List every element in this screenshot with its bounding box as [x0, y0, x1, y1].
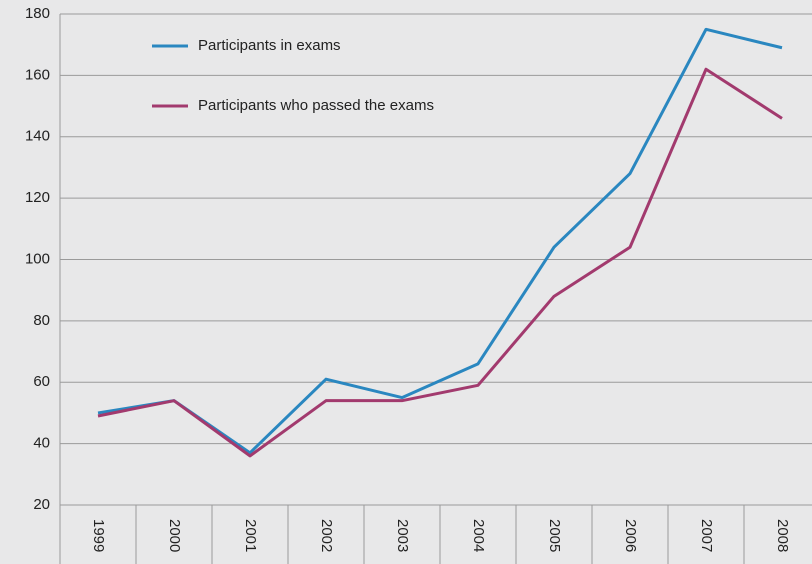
y-tick-label: 140 [25, 128, 50, 145]
series-line [97, 27, 783, 455]
y-tick-label: 180 [25, 5, 50, 22]
x-tick-label: 2002 [318, 519, 335, 552]
y-tick-label: 120 [25, 189, 50, 206]
x-tick-label: 2005 [546, 519, 563, 552]
y-tick-label: 20 [33, 496, 50, 513]
legend-label: Participants in exams [198, 37, 341, 54]
x-tick-label: 2008 [774, 519, 791, 552]
legend-label: Participants who passed the exams [198, 97, 434, 114]
series-line [97, 67, 783, 458]
x-tick-label: 2006 [622, 519, 639, 552]
y-tick-label: 100 [25, 250, 50, 267]
y-tick-label: 40 [33, 435, 50, 452]
x-tick-label: 2004 [470, 519, 487, 552]
y-tick-label: 60 [33, 373, 50, 390]
x-tick-label: 2001 [242, 519, 259, 552]
x-tick-label: 2007 [698, 519, 715, 552]
y-tick-label: 80 [33, 312, 50, 329]
x-tick-label: 2003 [394, 519, 411, 552]
x-tick-label: 2000 [166, 519, 183, 552]
x-tick-label: 1999 [90, 519, 107, 552]
y-tick-label: 160 [25, 66, 50, 83]
